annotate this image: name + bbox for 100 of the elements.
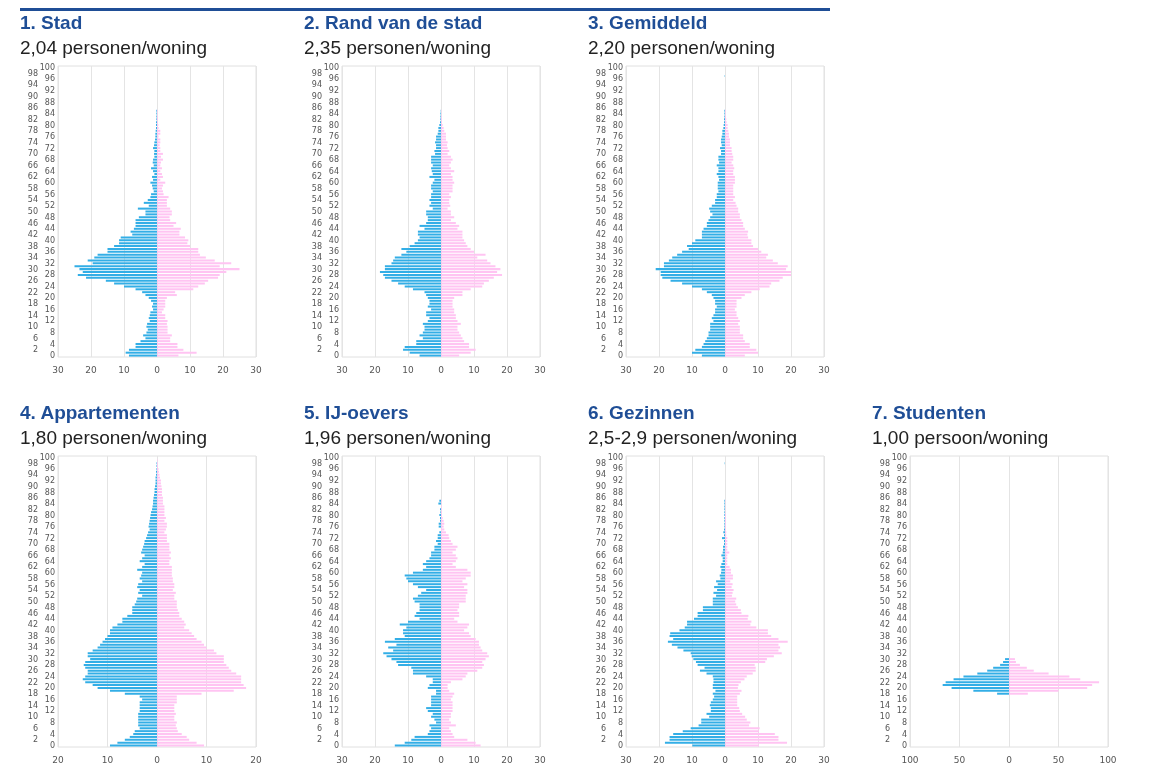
bar (441, 265, 496, 268)
bar (157, 617, 182, 620)
bar (441, 236, 463, 239)
x-tick-label: 10 (118, 364, 130, 375)
bar (153, 302, 157, 305)
y-tick-label: 12 (328, 316, 339, 326)
y-tick-label: 92 (896, 475, 907, 485)
y-tick-label: 68 (896, 545, 907, 555)
y-tick-label: 66 (27, 160, 38, 170)
y-tick-label: 12 (612, 706, 623, 716)
bar (441, 583, 468, 586)
bar (725, 568, 731, 571)
bar (424, 325, 441, 328)
y-tick-label: 26 (27, 276, 38, 286)
bar (441, 271, 498, 274)
bar (706, 712, 725, 715)
bar (157, 580, 173, 583)
bar (421, 591, 441, 594)
y-tick-label: 78 (595, 126, 606, 136)
y-tick-label: 46 (311, 608, 322, 618)
y-tick-label: 90 (311, 481, 322, 491)
y-tick-label: 98 (27, 458, 38, 468)
bar (714, 586, 725, 589)
x-tick-label: 10 (686, 754, 698, 765)
bar (725, 305, 737, 308)
y-tick-label: 80 (328, 510, 339, 520)
y-tick-label: 56 (328, 579, 339, 589)
bar (143, 201, 157, 204)
y-tick-label: 40 (328, 235, 339, 245)
chart-title: 2. Rand van de stad (304, 12, 483, 34)
y-tick-label: 54 (595, 195, 606, 205)
y-tick-label: 72 (612, 143, 623, 153)
bar (1009, 686, 1088, 689)
bar (150, 181, 157, 184)
y-tick-label: 14 (27, 700, 38, 710)
bar (718, 158, 725, 161)
bar (441, 253, 486, 256)
y-tick-label: 76 (44, 132, 55, 142)
bar (441, 227, 458, 230)
y-tick-label: 14 (311, 700, 322, 710)
bar (414, 242, 441, 245)
bar (434, 718, 441, 721)
bar (422, 563, 441, 566)
y-tick-label: 30 (27, 654, 38, 664)
bar (441, 586, 465, 589)
bar (441, 158, 453, 161)
y-tick-label: 24 (896, 671, 907, 681)
bar (712, 213, 725, 216)
y-tick-label: 42 (27, 230, 38, 240)
y-tick-label: 42 (595, 620, 606, 630)
y-tick-label: 34 (595, 253, 606, 263)
bar (725, 678, 745, 681)
y-tick-label: 28 (896, 660, 907, 670)
bar (120, 236, 157, 239)
bar (725, 296, 742, 299)
bar (725, 718, 747, 721)
bar (394, 256, 441, 259)
y-tick-label: 6 (32, 333, 38, 343)
bar (435, 152, 441, 155)
bar (725, 652, 782, 655)
y-tick-label: 26 (27, 666, 38, 676)
bar (719, 161, 725, 164)
bar (393, 259, 441, 262)
x-tick-label: 20 (653, 364, 665, 375)
bar (708, 219, 725, 222)
bar (102, 640, 157, 643)
y-tick-label: 98 (595, 68, 606, 78)
y-tick-label: 34 (311, 643, 322, 653)
x-tick-label: 20 (501, 754, 513, 765)
y-tick-label: 76 (328, 522, 339, 532)
bar (82, 271, 157, 274)
bar (725, 695, 738, 698)
bar (136, 600, 157, 603)
y-tick-label: 52 (328, 201, 339, 211)
bar (144, 554, 157, 557)
bar (701, 721, 725, 724)
bar (725, 144, 730, 147)
bar (157, 727, 177, 730)
bar (441, 571, 471, 574)
bar (157, 629, 190, 632)
x-tick-label: 20 (653, 754, 665, 765)
bar (157, 250, 199, 253)
y-tick-label: 88 (612, 487, 623, 497)
bar (725, 190, 734, 193)
bar (431, 201, 441, 204)
bar (441, 557, 458, 560)
bar (441, 294, 463, 297)
bar (441, 141, 448, 144)
bar (109, 629, 157, 632)
bar (431, 193, 441, 196)
bar (705, 340, 725, 343)
y-tick-label: 56 (612, 189, 623, 199)
y-tick-label: 72 (896, 533, 907, 543)
y-tick-label: 80 (612, 120, 623, 130)
bar (157, 322, 167, 325)
bar (383, 652, 441, 655)
y-tick-label: 70 (27, 149, 38, 159)
bar (710, 210, 725, 213)
bar (441, 658, 486, 661)
bar (725, 334, 744, 337)
